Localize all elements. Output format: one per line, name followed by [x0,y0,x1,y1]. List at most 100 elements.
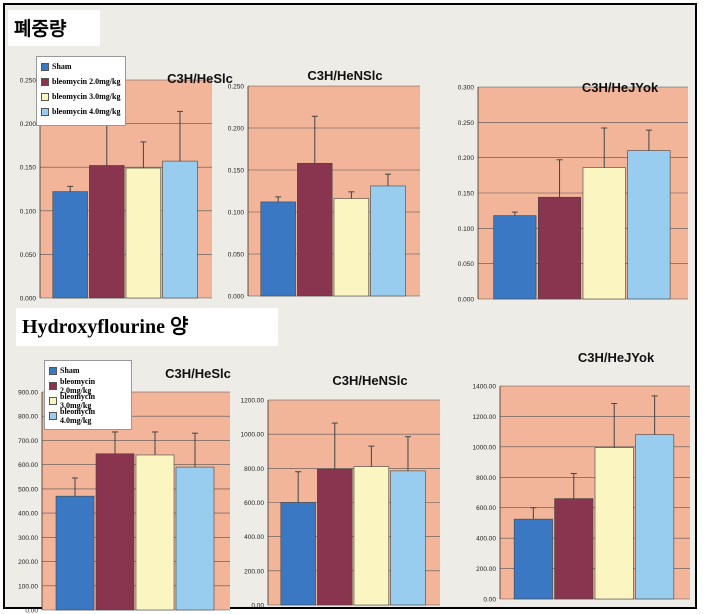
legend-label: bleomycin 2.0mg/kg [52,77,121,86]
y-tick-label: 0.000 [228,294,245,301]
y-tick-label: 0.00 [25,608,38,614]
y-tick-label: 400.00 [18,511,38,518]
bar [513,518,553,600]
bar [55,495,95,611]
bar [52,191,88,299]
legend-swatch [49,411,57,420]
y-tick-label: 0.250 [228,84,245,91]
bar [635,434,675,600]
legend-label: bleomycin 3.0mg/kg [52,92,121,101]
y-tick-label: 0.050 [228,252,245,259]
chart-title: C3H/HeJYok [578,350,655,365]
bar [594,447,634,600]
bar [390,470,426,606]
bar [175,466,215,611]
chart-title: C3H/HeNSlc [332,373,407,388]
y-tick-label: 1000.00 [241,432,265,439]
bar [95,453,135,611]
y-tick-label: 0.050 [20,252,37,259]
chart-title: C3H/HeSlc [167,71,233,86]
legend-item: bleomycin 3.0mg/kg [41,89,121,104]
y-tick-label: 0.150 [228,168,245,175]
legend-label: bleomycin 2.0mg/kg [60,376,96,395]
legend-top: Sham bleomycin 2.0mg/kg bleomycin 3.0mg/… [36,56,126,126]
y-tick-label: 0.150 [20,165,37,172]
y-tick-label: 200.00 [244,568,264,575]
y-tick-label: 0.100 [228,210,245,217]
chart-title: C3H/HeSlc [165,366,231,381]
chart-panel: 0.000 0.050 0.100 0.150 0.200 0.250 C3H/HeNSlc [228,68,420,301]
bar [554,498,594,600]
legend-item: bleomycin 4.0mg/kg [49,406,127,425]
y-tick-label: 800.00 [476,475,496,482]
y-tick-label: 400.00 [476,536,496,543]
bar [260,201,296,297]
y-tick-label: 0.050 [458,261,475,268]
legend-item: bleomycin 2.0mg/kg [41,74,121,89]
legend-label: Sham [52,62,72,71]
y-tick-label: 1400.00 [473,384,497,391]
bar [297,162,333,297]
y-tick-label: 200.00 [476,566,496,573]
bar [162,160,198,299]
y-tick-label: 900.00 [18,390,38,397]
y-tick-label: 700.00 [18,438,38,445]
legend-label: bleomycin 4.0mg/kg [60,406,96,425]
y-tick-label: 400.00 [244,534,264,541]
y-tick-label: 600.00 [476,505,496,512]
legend-item: bleomycin 3.0mg/kg [49,391,127,410]
y-tick-label: 1200.00 [473,414,497,421]
y-tick-label: 500.00 [18,486,38,493]
y-tick-label: 0.200 [228,126,245,133]
y-tick-label: 0.200 [20,121,37,128]
y-tick-label: 800.00 [18,414,38,421]
y-tick-label: 1000.00 [473,444,497,451]
y-tick-label: 0.000 [20,296,37,303]
legend-label: Sham [60,366,80,375]
chart-title: C3H/HeJYok [582,80,659,95]
y-tick-label: 100.00 [18,583,38,590]
y-tick-label: 1200.00 [241,398,265,405]
legend-label: bleomycin 4.0mg/kg [52,107,121,116]
legend-item: bleomycin 4.0mg/kg [41,104,121,119]
lung-weight-label: 폐중량 [8,10,100,46]
bar [538,196,582,300]
legend-swatch [41,62,49,71]
chart-panel: 0.00 200.00 400.00 600.00 800.00 1000.00 1200.… [241,373,440,610]
bar [280,502,316,606]
legend-item: bleomycin 2.0mg/kg [49,376,127,395]
legend-item: Sham [41,59,121,74]
legend-label: bleomycin 3.0mg/kg [60,391,96,410]
bar [125,167,162,299]
legend-swatch [41,77,49,86]
bar [627,150,671,300]
y-tick-label: 0.150 [458,191,475,198]
y-tick-label: 0.250 [458,120,475,127]
y-tick-label: 0.00 [251,603,264,610]
bar [353,466,390,606]
bar [317,468,353,606]
legend-swatch [41,92,49,101]
legend-item: Sham [49,363,127,378]
y-tick-label: 200.00 [18,559,38,566]
y-tick-label: 0.000 [458,297,475,304]
legend-bottom: Sham bleomycin 2.0mg/kg bleomycin 3.0mg/… [44,360,132,430]
y-tick-label: 800.00 [244,466,264,473]
bar [582,167,626,300]
legend-swatch [49,366,57,375]
y-tick-label: 0.200 [458,155,475,162]
bar [89,165,125,299]
y-tick-label: 0.300 [458,85,475,92]
legend-swatch [49,381,57,390]
bar [135,454,175,611]
y-tick-label: 600.00 [18,462,38,469]
bar [333,198,370,297]
bar [493,215,537,300]
legend-swatch [49,396,57,405]
chart-title: C3H/HeNSlc [307,68,382,83]
y-tick-label: 0.100 [20,208,37,215]
y-tick-label: 600.00 [244,500,264,507]
y-tick-label: 0.00 [483,597,496,604]
bar [370,185,406,297]
